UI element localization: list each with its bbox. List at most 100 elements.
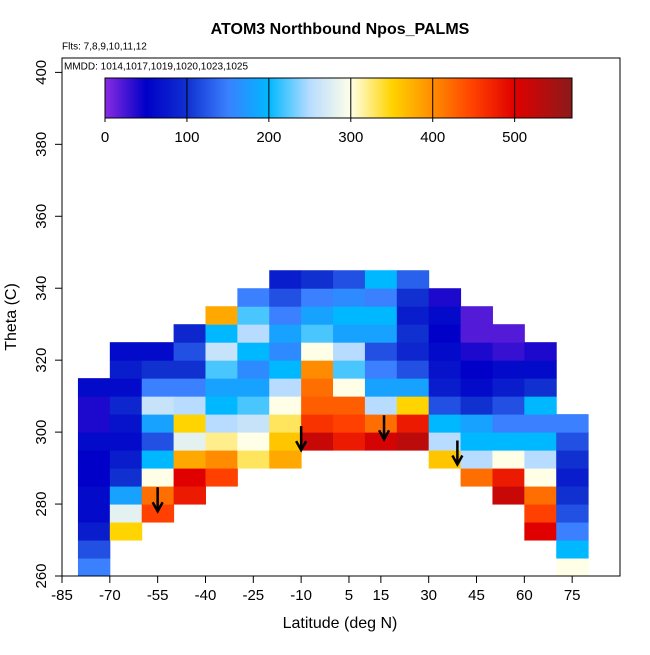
heat-cell [77,558,111,577]
heat-cell [77,522,111,541]
x-tick-label: 45 [468,587,485,604]
heat-cell [364,378,398,397]
heat-cell [301,342,334,361]
heat-cell [269,450,302,469]
heat-cell [556,468,589,487]
heat-cell [301,414,334,433]
heat-cell [460,306,493,325]
heat-cell [173,342,206,361]
heat-cell [428,342,462,361]
heat-cell [333,414,366,433]
x-tick-label: -25 [242,587,264,604]
colorbar-tick-label: 0 [101,129,109,146]
chart-title: ATOM3 Northbound Npos_PALMS [211,21,470,38]
heat-cell [109,468,143,487]
heat-cell [364,306,398,325]
heat-cell [333,396,366,415]
heat-cell [237,414,270,433]
heat-cell [269,378,302,397]
heat-cell [492,450,525,469]
heat-cell [301,270,334,289]
heat-cell [301,360,334,379]
heat-cell [237,306,270,325]
marker-arrow-head [377,429,391,442]
colorbar-tick-label: 300 [338,129,363,146]
plot-frame [61,57,621,577]
y-tick-label: 320 [33,348,50,373]
heat-cell [524,378,557,397]
marker-arrow-head [295,440,308,453]
heat-cell [301,396,334,415]
heat-cell [556,522,589,541]
x-tick-label: 30 [420,587,437,604]
x-tick-label: -10 [290,587,312,604]
heat-cell [428,396,462,415]
heat-cell [237,324,270,343]
y-tick-label: 300 [33,420,50,445]
heat-cell [109,342,143,361]
colorbar-tick-label: 500 [502,129,527,146]
heat-cell [237,432,270,451]
heat-cell [205,342,238,361]
heat-cell [492,324,525,343]
x-tick-label: 75 [564,587,581,604]
heat-cell [428,378,462,397]
heat-cell [524,432,557,451]
heat-cell [77,450,111,469]
heat-cell [396,306,430,325]
heat-cell [77,540,111,559]
heat-cell [460,360,493,379]
y-tick-label: 400 [33,60,50,85]
heat-cell [524,396,557,415]
x-tick-label: -55 [147,587,169,604]
heat-cell [109,432,143,451]
x-tick-label: -40 [195,587,217,604]
heat-cell [396,360,430,379]
heat-cell [460,324,493,343]
colorbar-tick-label: 200 [256,129,281,146]
heat-cell [77,468,111,487]
heat-cell [492,378,525,397]
colorbar-tick-label: 100 [174,129,199,146]
heat-cell [269,360,302,379]
y-tick-label: 260 [33,563,50,588]
colorbar [104,77,573,119]
heat-cell [205,306,238,325]
heat-cell [141,414,175,433]
heat-cell [428,450,462,469]
marker-arrow-head [451,454,464,468]
heat-cell [492,432,525,451]
heat-cell [109,378,143,397]
heat-cell [77,432,111,451]
heat-cell [77,486,111,505]
heat-cell [237,450,270,469]
heat-cell [269,270,302,289]
heat-cell [109,504,143,523]
heat-cell [109,414,143,433]
heat-cell [237,378,270,397]
annotation: Flts: 7,8,9,10,11,12 [62,42,147,53]
heat-cell [428,414,462,433]
heat-cell [173,486,206,505]
heat-cell [205,396,238,415]
x-tick-label: -85 [51,587,73,604]
y-tick-label: 360 [33,204,50,229]
heat-cell [269,288,302,307]
heat-cell [556,486,589,505]
heat-cell [556,414,589,433]
heat-cell [396,324,430,343]
y-tick-label: 340 [33,276,50,301]
heat-cell [205,414,238,433]
heat-cell [556,558,589,577]
heat-cell [396,342,430,361]
heat-cell [492,486,525,505]
heat-cell [556,432,589,451]
heat-cell [109,522,143,541]
heat-cell [460,468,493,487]
heat-cell [109,360,143,379]
heat-cell [333,360,366,379]
heat-cell [333,432,366,451]
heat-cell [141,360,175,379]
heat-cell [364,432,398,451]
heat-cell [269,396,302,415]
